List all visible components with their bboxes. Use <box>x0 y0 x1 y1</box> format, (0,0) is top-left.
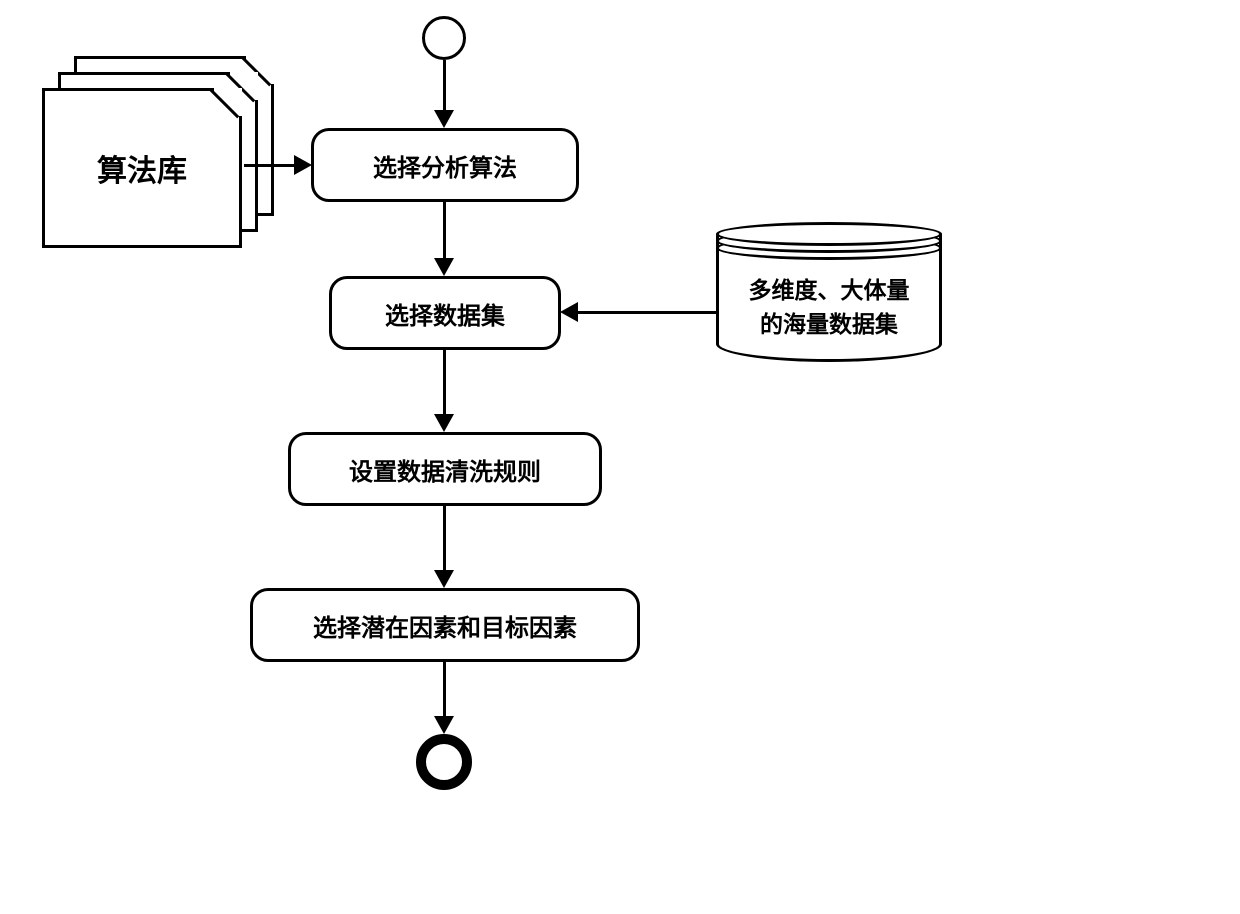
edge-start-step1 <box>443 60 446 112</box>
step1-select-algorithm: 选择分析算法 <box>311 128 579 202</box>
doc-fold-icon <box>214 88 242 116</box>
step4-select-factors: 选择潜在因素和目标因素 <box>250 588 640 662</box>
step3-label: 设置数据清洗规则 <box>349 452 541 487</box>
edge-step2-step3 <box>443 350 446 416</box>
algorithm-library-node: 算法库 <box>42 56 274 248</box>
edge-step1-step2-head <box>434 258 454 276</box>
step1-label: 选择分析算法 <box>373 148 517 183</box>
flowchart-container: 算法库 选择分析算法 选择数据集 多维度、大体量 的海量数据集 设置数据清洗规则 <box>0 0 1240 914</box>
step2-label: 选择数据集 <box>385 296 505 331</box>
end-node <box>416 734 472 790</box>
edge-step2-step3-head <box>434 414 454 432</box>
step4-label: 选择潜在因素和目标因素 <box>313 608 577 643</box>
edge-db-step2-head <box>560 302 578 322</box>
edge-step3-step4 <box>443 506 446 572</box>
start-node <box>422 16 466 60</box>
edge-start-step1-head <box>434 110 454 128</box>
algorithm-library-label: 算法库 <box>97 146 187 190</box>
dataset-db-label-line1: 多维度、大体量 <box>749 271 910 305</box>
edge-step1-step2 <box>443 202 446 260</box>
edge-lib-step1-head <box>294 155 312 175</box>
edge-step4-end-head <box>434 716 454 734</box>
cylinder-top <box>716 222 942 246</box>
doc-page-front: 算法库 <box>42 88 242 248</box>
dataset-db-node: 多维度、大体量 的海量数据集 <box>716 222 942 362</box>
edge-step4-end <box>443 662 446 718</box>
dataset-db-label-line2: 的海量数据集 <box>760 305 898 339</box>
step3-data-cleaning-rules: 设置数据清洗规则 <box>288 432 602 506</box>
edge-lib-step1 <box>244 164 296 167</box>
edge-db-step2 <box>578 311 716 314</box>
step2-select-dataset: 选择数据集 <box>329 276 561 350</box>
edge-step3-step4-head <box>434 570 454 588</box>
